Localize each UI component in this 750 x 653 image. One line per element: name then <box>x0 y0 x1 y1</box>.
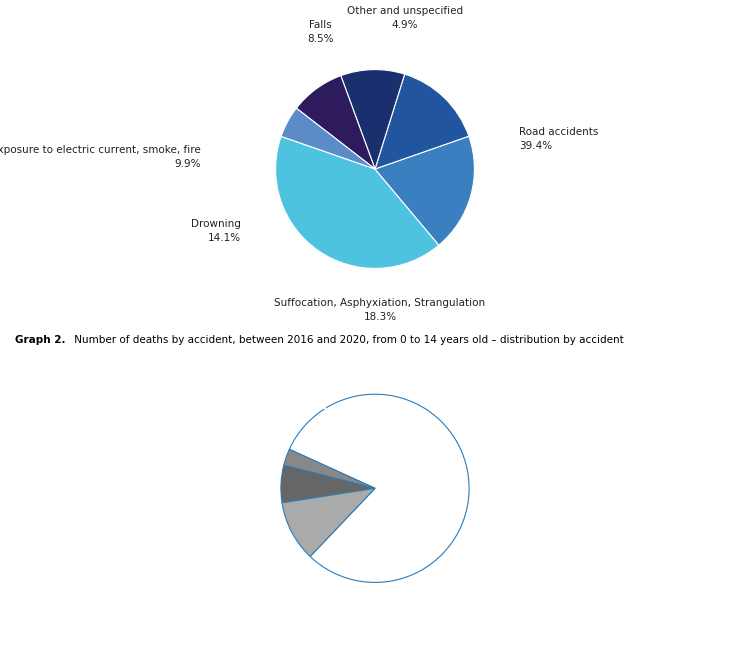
Wedge shape <box>296 76 375 169</box>
Wedge shape <box>282 488 375 556</box>
Text: Road accidents
39.4%: Road accidents 39.4% <box>519 127 599 151</box>
Text: Other and unspecified
6%: Other and unspecified 6% <box>188 401 327 425</box>
Wedge shape <box>375 74 469 169</box>
Text: Graph 3.: Graph 3. <box>15 597 65 607</box>
Text: Exposure to electric current, smoke, fire
9.9%: Exposure to electric current, smoke, fir… <box>0 145 201 169</box>
Wedge shape <box>375 136 475 245</box>
Text: Road accidents
75.4%: Road accidents 75.4% <box>488 533 583 557</box>
Wedge shape <box>340 70 405 169</box>
Text: Suffocation, Asphyxiation, Strangulation
18.3%: Suffocation, Asphyxiation, Strangulation… <box>274 298 485 322</box>
Text: Other and unspecified
4.9%: Other and unspecified 4.9% <box>346 6 463 30</box>
Text: Graph 2.: Graph 2. <box>15 335 65 345</box>
Wedge shape <box>290 394 469 582</box>
Text: Drowning
9.8%: Drowning 9.8% <box>209 471 268 496</box>
Wedge shape <box>281 466 375 503</box>
Text: Number of deaths by accident, between 2016 and 2020, from 0 to 14 years old – di: Number of deaths by accident, between 20… <box>71 335 624 345</box>
Wedge shape <box>275 136 439 268</box>
Text: Falls
8.5%: Falls 8.5% <box>307 20 334 44</box>
Wedge shape <box>284 449 375 488</box>
Text: Drowning
14.1%: Drowning 14.1% <box>191 219 241 243</box>
Text: Number of deaths by accident, between 2016 and 2020, from 15 to 19 years old – d: Number of deaths by accident, between 20… <box>71 597 583 619</box>
Wedge shape <box>281 108 375 169</box>
Text: Falls
2.7%: Falls 2.7% <box>383 343 414 367</box>
